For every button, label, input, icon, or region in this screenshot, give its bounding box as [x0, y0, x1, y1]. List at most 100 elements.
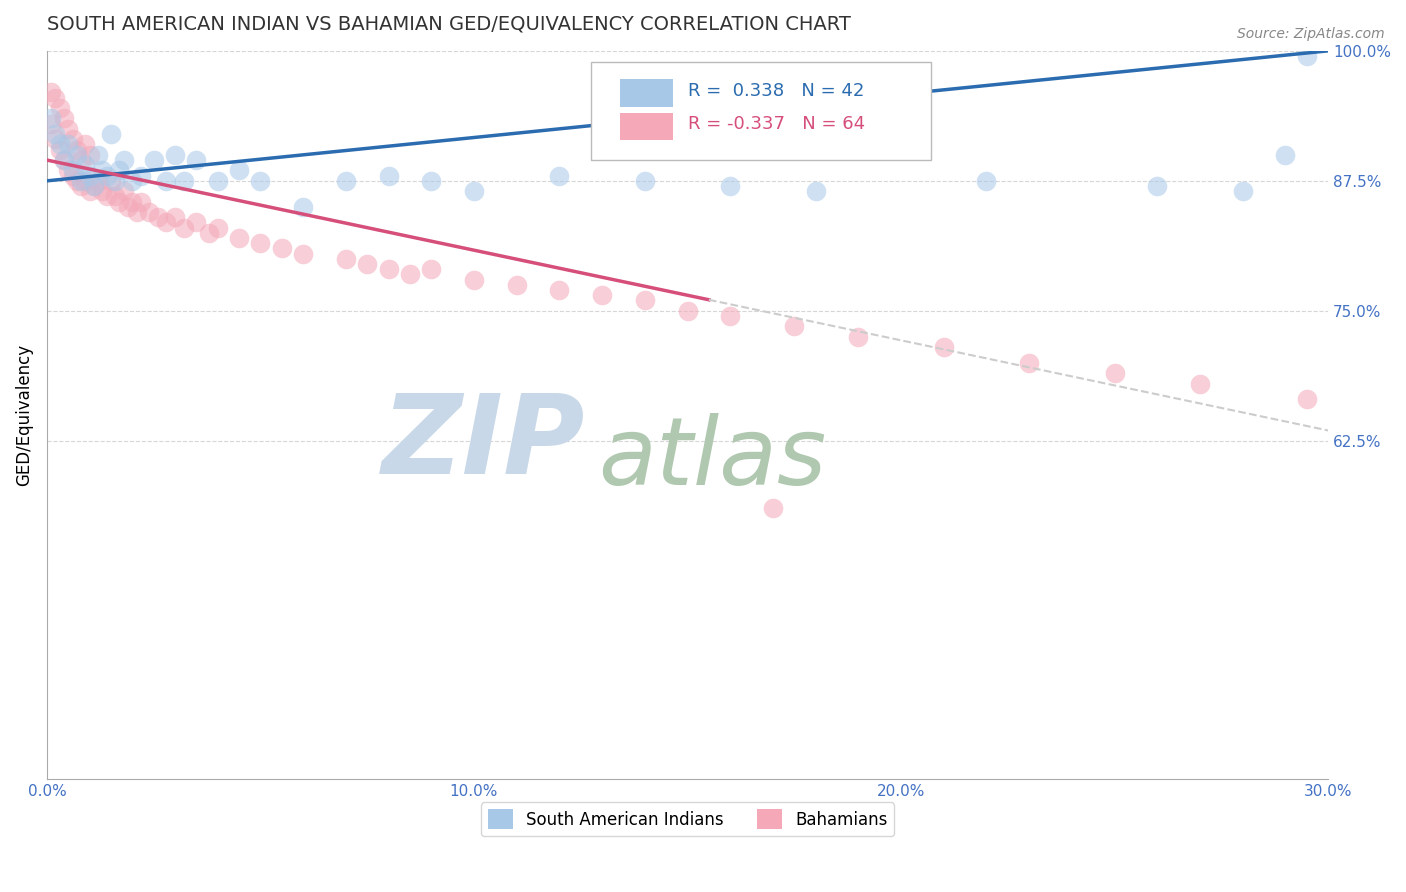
- Point: [39, 117, 62, 131]
- Point: [198, 226, 221, 240]
- Point: [104, 174, 127, 188]
- Point: [52, 112, 75, 126]
- Y-axis label: GED/Equivalency: GED/Equivalency: [15, 343, 32, 486]
- Point: [121, 194, 143, 209]
- Point: [399, 268, 422, 282]
- Point: [1018, 356, 1040, 370]
- Point: [104, 189, 127, 203]
- Point: [79, 169, 101, 183]
- Point: [356, 257, 378, 271]
- Point: [70, 153, 93, 167]
- Point: [377, 169, 399, 183]
- Point: [335, 252, 357, 266]
- Point: [634, 174, 657, 188]
- Point: [420, 262, 443, 277]
- Text: atlas: atlas: [598, 413, 827, 504]
- Point: [783, 319, 806, 334]
- Point: [846, 330, 869, 344]
- Point: [1295, 49, 1317, 63]
- Point: [62, 169, 84, 183]
- Point: [66, 148, 89, 162]
- Point: [75, 158, 97, 172]
- Point: [1188, 376, 1211, 391]
- Point: [207, 220, 229, 235]
- Point: [463, 184, 485, 198]
- Point: [48, 101, 70, 115]
- Point: [142, 153, 165, 167]
- Text: SOUTH AMERICAN INDIAN VS BAHAMIAN GED/EQUIVALENCY CORRELATION CHART: SOUTH AMERICAN INDIAN VS BAHAMIAN GED/EQ…: [46, 15, 851, 34]
- FancyBboxPatch shape: [592, 62, 931, 160]
- Point: [52, 153, 75, 167]
- Text: Source: ZipAtlas.com: Source: ZipAtlas.com: [1237, 27, 1385, 41]
- Point: [91, 184, 114, 198]
- Point: [100, 127, 122, 141]
- Point: [591, 288, 613, 302]
- Point: [112, 184, 135, 198]
- Point: [718, 309, 741, 323]
- Point: [270, 242, 292, 256]
- Point: [1274, 148, 1296, 162]
- Point: [52, 153, 75, 167]
- Point: [186, 153, 208, 167]
- Point: [108, 163, 131, 178]
- Point: [121, 174, 143, 188]
- Point: [39, 86, 62, 100]
- Point: [155, 174, 177, 188]
- Point: [186, 215, 208, 229]
- Point: [228, 163, 250, 178]
- Point: [39, 112, 62, 126]
- Point: [228, 231, 250, 245]
- Point: [146, 211, 169, 225]
- Point: [718, 179, 741, 194]
- Point: [548, 169, 571, 183]
- Point: [292, 246, 315, 260]
- Point: [420, 174, 443, 188]
- Point: [249, 236, 271, 251]
- Point: [129, 169, 152, 183]
- Point: [976, 174, 998, 188]
- Point: [1232, 184, 1254, 198]
- Point: [91, 163, 114, 178]
- Point: [87, 174, 110, 188]
- Point: [138, 205, 160, 219]
- Point: [335, 174, 357, 188]
- Point: [249, 174, 271, 188]
- Point: [44, 127, 66, 141]
- Point: [377, 262, 399, 277]
- Point: [804, 184, 827, 198]
- Point: [79, 184, 101, 198]
- Point: [1146, 179, 1168, 194]
- Point: [83, 179, 105, 194]
- Point: [1104, 366, 1126, 380]
- Point: [207, 174, 229, 188]
- Point: [125, 205, 148, 219]
- Point: [163, 211, 186, 225]
- Point: [505, 277, 527, 292]
- Point: [676, 304, 699, 318]
- Text: R = -0.337   N = 64: R = -0.337 N = 64: [688, 115, 865, 134]
- Point: [44, 90, 66, 104]
- Point: [66, 174, 89, 188]
- Point: [108, 194, 131, 209]
- Point: [87, 148, 110, 162]
- Text: R =  0.338   N = 42: R = 0.338 N = 42: [688, 82, 863, 100]
- Point: [932, 340, 955, 354]
- Point: [100, 174, 122, 188]
- Point: [70, 179, 93, 194]
- Point: [112, 153, 135, 167]
- Point: [173, 174, 195, 188]
- Point: [1295, 392, 1317, 407]
- Point: [292, 200, 315, 214]
- Point: [48, 137, 70, 152]
- Point: [58, 163, 80, 178]
- Point: [62, 132, 84, 146]
- Point: [83, 179, 105, 194]
- Point: [129, 194, 152, 209]
- Bar: [620, 79, 673, 107]
- Point: [75, 174, 97, 188]
- Bar: [620, 112, 673, 140]
- Point: [163, 148, 186, 162]
- Point: [634, 293, 657, 308]
- Point: [44, 132, 66, 146]
- Point: [463, 273, 485, 287]
